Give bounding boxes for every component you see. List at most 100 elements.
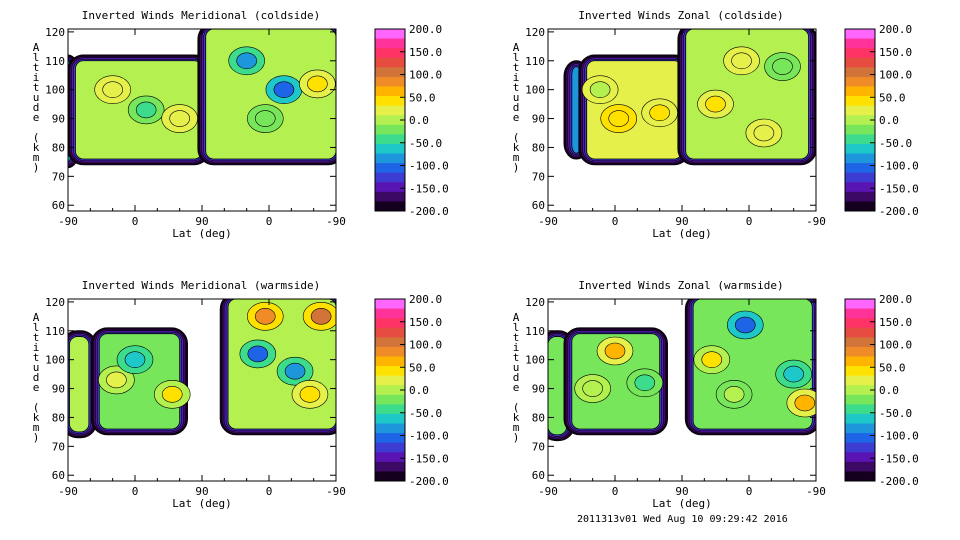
colorbar-label: 100.0 xyxy=(409,339,442,352)
colorbar-band xyxy=(845,105,875,116)
colorbar-band xyxy=(845,201,875,212)
colorbar-band xyxy=(375,433,405,444)
colorbar-band xyxy=(845,299,875,310)
timestamp-footer: 2011313v01 Wed Aug 10 09:29:42 2016 xyxy=(577,514,788,525)
colorbar-label: 100.0 xyxy=(879,69,912,82)
colorbar-label: -200.0 xyxy=(409,475,449,488)
panel-meridional-warmside: Inverted Winds Meridional (warmside) -90 0… xyxy=(33,279,449,510)
y-tick-label: 80 xyxy=(52,411,65,424)
colorbar-label: 0.0 xyxy=(879,114,899,127)
y-tick-label: 120 xyxy=(45,296,65,309)
x-axis-label: Lat (deg) xyxy=(652,497,712,510)
colorbar-band xyxy=(375,423,405,434)
colorbar-band xyxy=(375,404,405,415)
y-tick-label: 90 xyxy=(52,113,65,126)
contour-core xyxy=(705,95,726,113)
chart-title: Inverted Winds Zonal (warmside) xyxy=(578,279,783,292)
colorbar-label: -100.0 xyxy=(409,430,449,443)
y-tick-label: 90 xyxy=(532,383,545,396)
y-tick-label: 100 xyxy=(525,84,545,97)
contour-core xyxy=(299,386,321,403)
x-tick-label: -90 xyxy=(806,215,826,228)
contour-core xyxy=(310,308,332,325)
colorbar-band xyxy=(845,76,875,87)
colorbar-band xyxy=(845,385,875,396)
colorbar-band xyxy=(375,143,405,155)
y-tick-label: 70 xyxy=(532,170,545,183)
colorbar-label: 150.0 xyxy=(409,316,442,329)
x-tick-label: -90 xyxy=(326,485,346,498)
colorbar-label: -100.0 xyxy=(409,160,449,173)
colorbar-band xyxy=(845,96,875,107)
contour-core xyxy=(273,81,295,98)
colorbar-label: -50.0 xyxy=(409,137,442,150)
colorbar-label: -50.0 xyxy=(879,137,912,150)
colorbar-label: 150.0 xyxy=(409,46,442,59)
contour-core xyxy=(254,110,276,127)
x-tick-label: -90 xyxy=(538,485,558,498)
colorbar: 200.0 150.0 100.0 50.0 0.0 -50.0 -100.0 -150.0 -… xyxy=(844,23,919,218)
x-tick-label: 0 xyxy=(132,485,139,498)
chart-title: Inverted Winds Zonal (coldside) xyxy=(578,9,783,22)
x-axis-label: Lat (deg) xyxy=(652,227,712,240)
contour-core xyxy=(772,58,793,75)
colorbar-band xyxy=(845,337,875,348)
colorbar-band xyxy=(845,375,875,386)
contour-core xyxy=(649,104,670,122)
x-tick-label: 90 xyxy=(195,215,208,228)
contour-core xyxy=(307,75,328,93)
contour-core xyxy=(731,52,752,70)
contour-core xyxy=(723,386,745,403)
colorbar-band xyxy=(845,48,875,59)
colorbar-band xyxy=(375,38,405,49)
colorbar-band xyxy=(375,394,405,405)
contour-core xyxy=(247,345,269,363)
colorbar-band xyxy=(375,308,405,319)
colorbar-band xyxy=(845,143,875,155)
x-tick-label: 90 xyxy=(675,215,688,228)
colorbar-band xyxy=(375,356,405,367)
y-tick-label: 80 xyxy=(532,141,545,154)
x-tick-label: 0 xyxy=(746,485,753,498)
colorbar-label: -200.0 xyxy=(879,205,919,218)
colorbar-band xyxy=(375,452,405,463)
colorbar-label: 50.0 xyxy=(879,361,906,374)
colorbar-band xyxy=(375,327,405,338)
colorbar-label: -200.0 xyxy=(409,205,449,218)
colorbar-label: 200.0 xyxy=(409,23,442,36)
x-tick-label: 0 xyxy=(746,215,753,228)
colorbar-label: 0.0 xyxy=(409,384,429,397)
colorbar-label: 50.0 xyxy=(409,91,436,104)
y-tick-label: 120 xyxy=(525,26,545,39)
contour-core xyxy=(701,351,723,368)
y-tick-label: 120 xyxy=(45,26,65,39)
contour-field xyxy=(548,299,816,442)
colorbar-band xyxy=(845,115,875,126)
contour-core xyxy=(124,351,146,368)
data-region xyxy=(69,336,90,433)
colorbar-band xyxy=(375,124,405,135)
y-tick-label: 110 xyxy=(525,55,545,68)
colorbar-label: -50.0 xyxy=(879,407,912,420)
x-tick-label: 90 xyxy=(195,485,208,498)
y-tick-label: 100 xyxy=(525,354,545,367)
y-tick-label: 90 xyxy=(532,113,545,126)
contour-core xyxy=(161,386,183,403)
panel-zonal-warmside: Inverted Winds Zonal (warmside) -90 0 90 0 -9… xyxy=(513,279,919,510)
colorbar-band xyxy=(845,442,875,453)
colorbar-band xyxy=(375,442,405,453)
x-tick-label: 0 xyxy=(132,215,139,228)
y-tick-label: 110 xyxy=(525,325,545,338)
colorbar-band xyxy=(375,201,405,212)
colorbar-band xyxy=(375,337,405,348)
contour-core xyxy=(284,362,306,380)
contour-core xyxy=(604,342,626,360)
colorbar-band xyxy=(845,153,875,164)
colorbar-label: 150.0 xyxy=(879,316,912,329)
x-tick-label: -90 xyxy=(326,215,346,228)
colorbar-band xyxy=(845,163,875,174)
colorbar-band xyxy=(845,356,875,367)
